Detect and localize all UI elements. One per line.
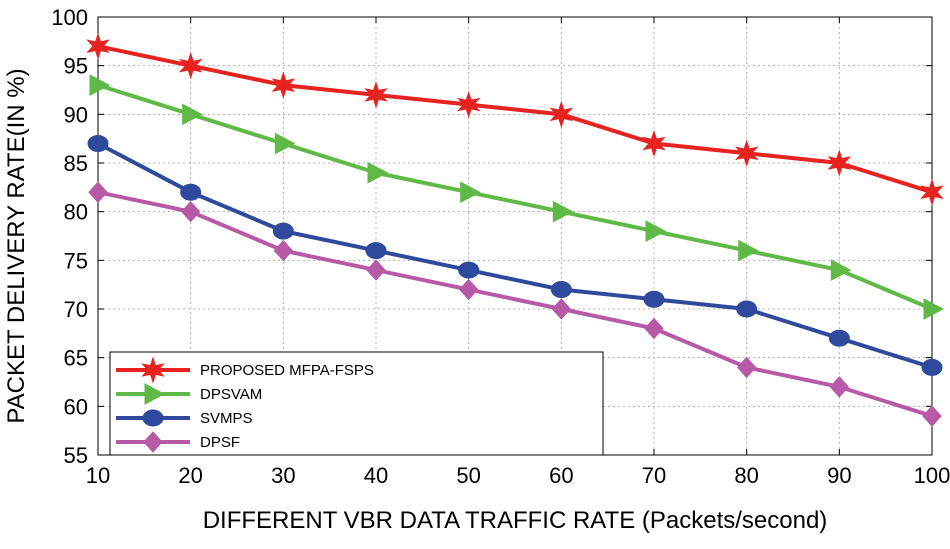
x-tick-label: 100 [914,463,950,488]
y-tick-label: 100 [51,5,88,30]
legend-entry-label: PROPOSED MFPA-FSPS [200,362,374,379]
y-tick-label: 70 [64,297,88,322]
data-point-star-marker [549,100,574,128]
y-tick-label: 95 [64,54,88,79]
data-point-star-marker [734,139,759,167]
y-axis-label: PACKET DELIVERY RATE(IN %) [3,68,30,423]
data-point-star-marker [178,52,203,80]
y-tick-label: 65 [64,346,88,371]
y-tick-label: 90 [64,102,88,127]
data-point-triangle-marker [738,239,759,262]
data-point-star-marker [364,81,388,109]
data-point-star-marker [456,90,481,119]
series-1 [89,74,945,320]
legend-box [109,351,604,456]
data-point-circle-marker [87,135,109,153]
x-axis-label: DIFFERENT VBR DATA TRAFFIC RATE (Packets… [203,507,828,534]
data-point-diamond-marker [736,356,757,379]
data-point-diamond-marker [922,405,942,427]
data-point-star-marker [86,32,110,60]
data-point-circle-marker [272,222,294,240]
data-point-triangle-marker [274,132,296,155]
data-point-diamond-marker [180,200,201,223]
data-point-triangle-marker [830,259,852,281]
data-point-diamond-marker [273,239,294,262]
x-tick-label: 10 [86,463,110,488]
data-point-diamond-marker [366,259,386,281]
y-tick-label: 80 [64,200,88,225]
x-tick-label: 30 [271,463,295,488]
data-point-star-marker [920,178,944,206]
legend-entry-label: SVMPS [200,410,253,427]
data-point-triangle-marker [460,181,481,204]
data-point-triangle-marker [645,220,667,242]
data-point-circle-marker [828,329,850,347]
data-point-circle-marker [365,242,387,260]
series-line [97,141,933,370]
data-point-circle-marker [643,290,665,308]
y-tick-label: 55 [64,443,88,468]
data-point-star-marker [642,129,666,158]
data-point-circle-marker [921,358,943,376]
data-point-diamond-marker [551,298,572,320]
data-point-triangle-marker [144,383,166,405]
data-point-triangle-marker [182,103,203,126]
y-tick-label: 85 [64,151,88,176]
series-line [97,83,933,311]
x-tick-label: 60 [549,463,573,488]
data-point-diamond-marker [644,317,664,340]
legend: PROPOSED MFPA-FSPS DPSVAM SVMPS DPSF [109,351,604,456]
series-layer [86,32,945,427]
x-tick-label: 80 [734,463,758,488]
series-line [97,190,933,418]
x-tick-label: 20 [178,463,202,488]
y-tick-label: 60 [64,394,88,419]
y-tick-label: 75 [64,248,88,273]
data-point-circle-marker [142,409,164,427]
data-point-star-marker [827,149,852,177]
x-tick-label: 70 [642,463,666,488]
data-point-star-marker [141,356,165,384]
data-point-circle-marker [550,281,572,299]
data-point-diamond-marker [88,181,108,203]
data-point-triangle-marker [89,74,111,96]
series-3 [88,181,942,427]
series-2 [87,135,943,376]
data-point-circle-marker [458,261,480,279]
data-point-circle-marker [736,300,758,318]
data-point-star-marker [271,71,296,99]
x-tick-label: 90 [827,463,851,488]
data-point-triangle-marker [923,298,945,320]
legend-entry-label: DPSVAM [200,386,262,403]
data-point-triangle-marker [552,200,574,223]
x-tick-label: 40 [364,463,388,488]
legend-entry-label: DPSF [200,434,240,451]
data-point-diamond-marker [829,376,850,398]
data-point-circle-marker [180,183,202,201]
x-tick-label: 50 [456,463,480,488]
series-line [97,44,933,195]
series-0 [86,32,944,206]
axis-ticks: 10 20 30 40 50 60 70 80 90 100 55 60 65 70 75 80 85 90 95 1… [51,5,950,488]
data-point-triangle-marker [367,161,389,184]
data-point-diamond-marker [458,278,479,301]
data-point-diamond-marker [143,431,163,453]
